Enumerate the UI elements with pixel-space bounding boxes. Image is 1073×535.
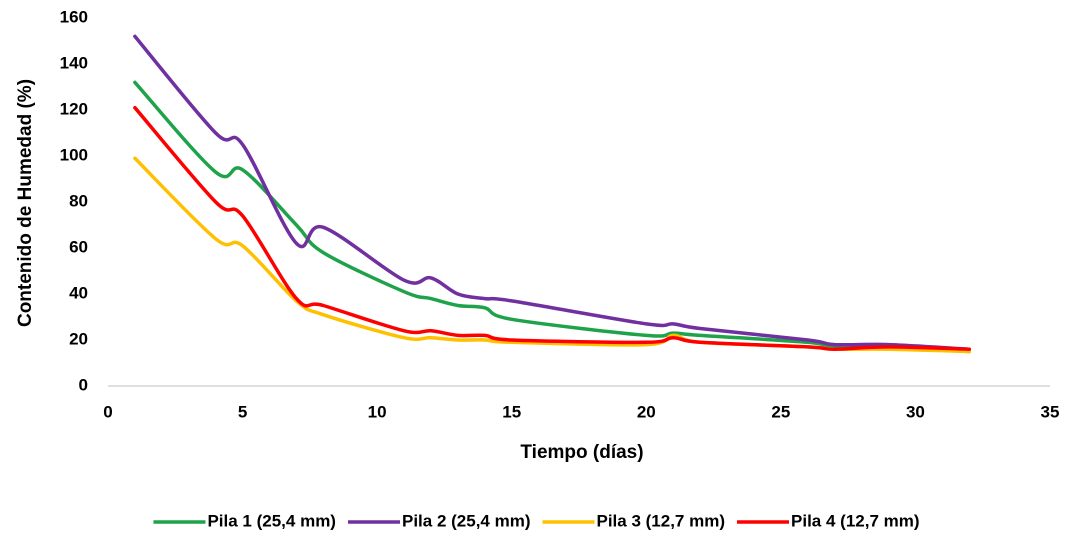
legend: Pila 1 (25,4 mm) Pila 2 (25,4 mm) Pila 3 (… (153, 511, 920, 530)
x-tick-label: 35 (1041, 402, 1060, 421)
x-tick-label: 5 (238, 402, 247, 421)
legend-item: Pila 1 (25,4 mm) (153, 511, 336, 530)
y-tick-label: 20 (69, 329, 88, 348)
y-tick-label: 120 (60, 99, 88, 118)
x-tick-label: 30 (906, 402, 925, 421)
x-tick-label: 10 (368, 402, 387, 421)
x-tick-label: 25 (771, 402, 790, 421)
series-line (133, 105, 972, 351)
y-tick-label: 0 (79, 375, 88, 394)
y-tick-label: 40 (69, 283, 88, 302)
x-tick-label: 0 (103, 402, 112, 421)
y-tick-label: 160 (60, 7, 88, 26)
y-tick-label: 80 (69, 191, 88, 210)
y-axis-title: Contenido de Humedad (%) (15, 79, 36, 327)
x-axis-title: Tiempo (días) (520, 442, 643, 463)
x-tick-label: 15 (502, 402, 521, 421)
legend-label: Pila 4 (12,7 mm) (791, 511, 920, 530)
legend-label: Pila 1 (25,4 mm) (207, 511, 336, 530)
legend-item: Pila 2 (25,4 mm) (347, 511, 531, 530)
series-line (133, 80, 972, 354)
legend-item: Pila 4 (12,7 mm) (737, 511, 920, 530)
legend-label: Pila 3 (12,7 mm) (597, 511, 726, 530)
legend-label: Pila 2 (25,4 mm) (402, 511, 531, 530)
legend-item: Pila 3 (12,7 mm) (542, 511, 726, 530)
y-tick-label: 140 (60, 53, 88, 72)
y-tick-label: 60 (69, 237, 88, 256)
series-line (133, 34, 972, 351)
x-tick-label: 20 (637, 402, 656, 421)
y-tick-label: 100 (60, 145, 88, 164)
